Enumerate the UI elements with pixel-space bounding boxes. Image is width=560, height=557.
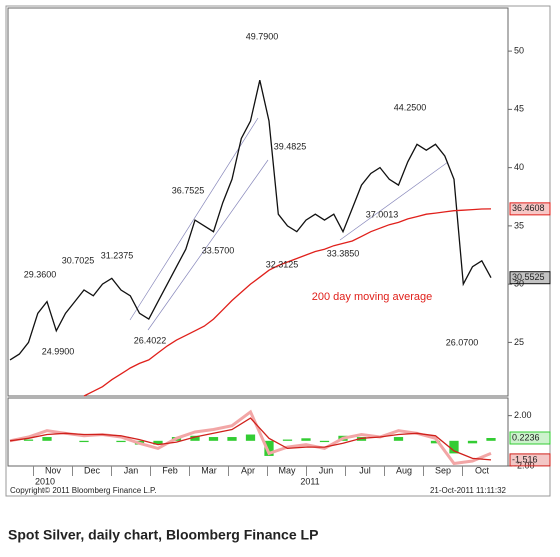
- annotation: 30.7025: [62, 255, 95, 265]
- last-value-box: [509, 453, 551, 467]
- x-tick-label: Sep: [435, 465, 451, 475]
- year-label: 2011: [300, 476, 319, 486]
- histogram-bar: [190, 435, 200, 441]
- y-tick-label: 45: [514, 104, 524, 114]
- year-label: 2010: [35, 476, 55, 486]
- ma-label: 200 day moving average: [312, 291, 432, 303]
- annotation: 33.5700: [202, 245, 235, 255]
- x-tick-label: Jan: [124, 465, 139, 475]
- histogram-bar: [430, 440, 441, 444]
- x-tick-label: Dec: [84, 465, 101, 475]
- histogram-bar: [301, 438, 311, 441]
- histogram-bar: [153, 440, 163, 445]
- histogram-bar: [42, 437, 52, 441]
- histogram-bar: [208, 437, 219, 441]
- annotation: 33.3850: [327, 248, 360, 258]
- annotation: 49.7900: [246, 31, 279, 41]
- frame: [5, 5, 551, 497]
- x-tick-label: Mar: [201, 465, 217, 475]
- x-tick-label: Oct: [475, 465, 490, 475]
- annotation: 24.9900: [42, 346, 75, 356]
- annotation: 37.0013: [366, 209, 399, 219]
- annotation: 39.4825: [274, 141, 307, 151]
- series-line: [83, 208, 492, 397]
- histogram-bar: [264, 440, 274, 456]
- trend-lines: [129, 117, 449, 331]
- y-tick-label: 40: [514, 162, 524, 172]
- annotation: 29.3600: [24, 269, 57, 279]
- annotation: 36.7525: [172, 185, 205, 195]
- histogram-bar: [282, 439, 293, 441]
- last-value-label: 36.4608: [512, 203, 545, 213]
- annotation: 26.0700: [446, 337, 479, 347]
- channel-upper: [129, 117, 259, 321]
- support-line: [339, 161, 449, 241]
- caption: Spot Silver, daily chart, Bloomberg Fina…: [8, 527, 318, 543]
- last-value-label: 30.5525: [512, 272, 545, 282]
- histogram-bar: [393, 437, 404, 441]
- last-value-label: 0.2236: [512, 432, 540, 442]
- x-tick-label: Jun: [319, 465, 334, 475]
- price-panel: [7, 7, 509, 397]
- last-value-box: [509, 202, 551, 216]
- copyright: Copyright© 2011 Bloomberg Finance L.P.: [10, 486, 157, 495]
- histogram-bar: [449, 440, 459, 454]
- histogram-bar: [23, 439, 34, 441]
- annotation: 32.3125: [266, 259, 299, 269]
- last-value-box: [509, 431, 551, 445]
- histogram-bar: [467, 440, 478, 444]
- histogram-bar: [319, 440, 330, 443]
- annotation: 26.4022: [134, 335, 167, 345]
- series-line: [9, 409, 492, 466]
- macd-panel: [7, 397, 509, 467]
- series-line: [9, 80, 492, 361]
- last-value-label: -1.516: [512, 454, 538, 464]
- histogram-bar: [227, 437, 237, 441]
- x-tick-label: Feb: [162, 465, 178, 475]
- x-tick-label: Jul: [359, 465, 371, 475]
- x-tick-label: May: [278, 465, 296, 475]
- x-tick-label: Apr: [241, 465, 255, 475]
- channel-lower: [147, 159, 269, 331]
- histogram-bar: [79, 440, 89, 443]
- y-tick-label: 50: [514, 45, 524, 55]
- y-tick-label: 2.00: [514, 410, 532, 420]
- timestamp: 21-Oct-2011 11:11:32: [430, 486, 507, 495]
- histogram-bar: [116, 440, 126, 443]
- y-tick-label: 35: [514, 220, 524, 230]
- y-tick-label: -2.00: [514, 460, 535, 470]
- x-tick-label: Nov: [45, 465, 62, 475]
- annotation: 31.2375: [101, 250, 134, 260]
- y-tick-label: 25: [514, 337, 524, 347]
- x-tick-label: Aug: [396, 465, 412, 475]
- last-value-box: [509, 271, 551, 285]
- annotation: 44.2500: [394, 102, 427, 112]
- histogram-bar: [245, 434, 256, 441]
- series-line: [9, 417, 492, 461]
- histogram-bar: [486, 437, 496, 441]
